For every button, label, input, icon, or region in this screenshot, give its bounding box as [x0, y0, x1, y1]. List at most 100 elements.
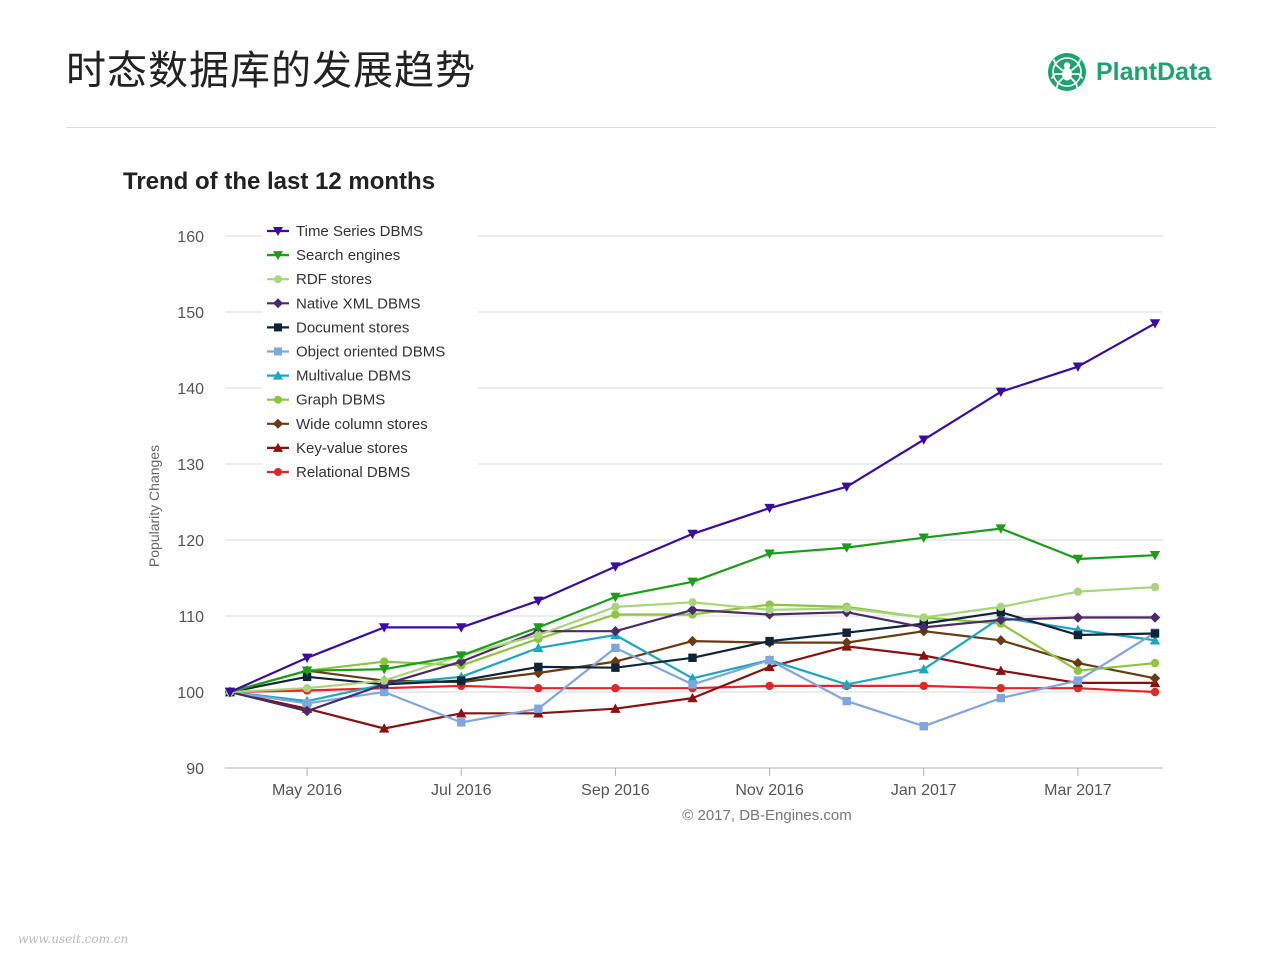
legend-marker — [274, 275, 282, 284]
data-point — [995, 635, 1007, 646]
data-point — [765, 605, 774, 615]
data-point — [301, 653, 313, 663]
data-point — [995, 665, 1007, 675]
data-point — [687, 692, 698, 703]
legend-item-label: RDF stores — [296, 271, 372, 288]
legend-item-label: Relational DBMS — [296, 464, 410, 481]
data-point — [378, 723, 390, 733]
data-point — [688, 680, 697, 689]
data-point — [533, 623, 544, 633]
data-point — [1150, 582, 1160, 592]
y-tick-label: 110 — [178, 609, 204, 626]
data-point — [302, 684, 312, 693]
data-point — [687, 673, 698, 683]
chart-title: Trend of the last 12 months — [123, 168, 436, 195]
data-point — [1073, 630, 1083, 640]
data-point — [687, 604, 698, 616]
slide-title: 时态数据库的发展趋势 — [66, 48, 476, 94]
y-axis-title: Popularity Changes — [146, 445, 162, 567]
y-tick-label: 130 — [177, 457, 204, 474]
legend-marker — [273, 370, 283, 380]
legend-item-label: Object oriented DBMS — [296, 344, 445, 361]
data-point — [918, 664, 929, 674]
legend-item-label: Wide column stores — [296, 416, 428, 433]
data-point — [841, 679, 852, 689]
data-point — [996, 693, 1006, 703]
data-point — [1072, 362, 1084, 372]
data-point — [919, 613, 928, 622]
data-point — [301, 705, 313, 717]
data-point — [841, 482, 852, 492]
data-point — [842, 696, 851, 706]
x-tick-label: May 2016 — [272, 782, 342, 799]
legend-item-label: Document stores — [296, 319, 409, 336]
data-point — [457, 718, 466, 727]
legend-box — [262, 219, 478, 491]
data-point — [379, 687, 389, 697]
data-point — [841, 543, 852, 553]
x-tick-label: Nov 2016 — [735, 782, 804, 799]
data-point — [610, 626, 621, 637]
title-divider — [66, 127, 1216, 128]
data-point — [996, 602, 1006, 612]
legend-marker — [273, 227, 283, 236]
data-point — [534, 684, 543, 693]
data-point — [610, 592, 621, 603]
data-point — [378, 665, 390, 675]
data-point — [1072, 657, 1084, 669]
legend-marker — [273, 298, 283, 309]
x-tick-label: Sep 2016 — [581, 782, 650, 799]
spider-logo-icon — [1048, 53, 1086, 91]
legend-item-label: Search engines — [296, 247, 400, 264]
data-point — [764, 503, 775, 514]
data-point — [1072, 612, 1084, 623]
data-point — [918, 650, 929, 660]
data-point — [687, 577, 698, 587]
data-point — [995, 524, 1007, 534]
data-point — [918, 435, 929, 445]
data-point — [610, 562, 621, 572]
data-point — [765, 636, 774, 646]
chart-credits: © 2017, DB-Engines.com — [682, 807, 851, 824]
data-point — [687, 529, 698, 540]
data-point — [533, 596, 544, 606]
data-point — [224, 687, 236, 698]
data-point — [1073, 587, 1083, 596]
data-point — [456, 651, 467, 661]
legend-item-label: Native XML DBMS — [296, 295, 420, 312]
data-point — [456, 623, 467, 633]
legend-marker — [273, 418, 283, 429]
y-tick-label: 160 — [177, 229, 204, 246]
y-tick-label: 90 — [186, 761, 204, 778]
data-point — [610, 656, 621, 667]
legend-item-label: Key-value stores — [296, 440, 408, 457]
data-point — [611, 610, 620, 619]
data-point — [1149, 673, 1161, 684]
data-point — [1149, 612, 1161, 623]
data-point — [534, 704, 543, 713]
data-point — [1149, 635, 1161, 645]
legend-marker — [274, 347, 282, 356]
data-point — [688, 653, 697, 662]
data-point — [1150, 629, 1160, 638]
data-point — [996, 608, 1006, 617]
data-point — [1149, 319, 1161, 329]
data-point — [611, 663, 620, 672]
data-point — [302, 699, 312, 708]
legend-marker — [274, 468, 282, 476]
data-point — [842, 628, 851, 637]
legend-marker — [274, 395, 282, 404]
x-tick-label: Mar 2017 — [1044, 782, 1112, 799]
data-point — [841, 637, 852, 648]
data-point — [765, 681, 774, 691]
data-point — [919, 722, 928, 731]
data-point — [378, 623, 390, 633]
data-point — [1072, 554, 1084, 565]
data-point — [764, 549, 775, 559]
data-point — [995, 387, 1007, 397]
y-tick-label: 120 — [177, 533, 204, 550]
data-point — [534, 630, 543, 640]
data-point — [764, 661, 775, 672]
data-point — [918, 622, 929, 633]
data-point — [765, 655, 774, 665]
